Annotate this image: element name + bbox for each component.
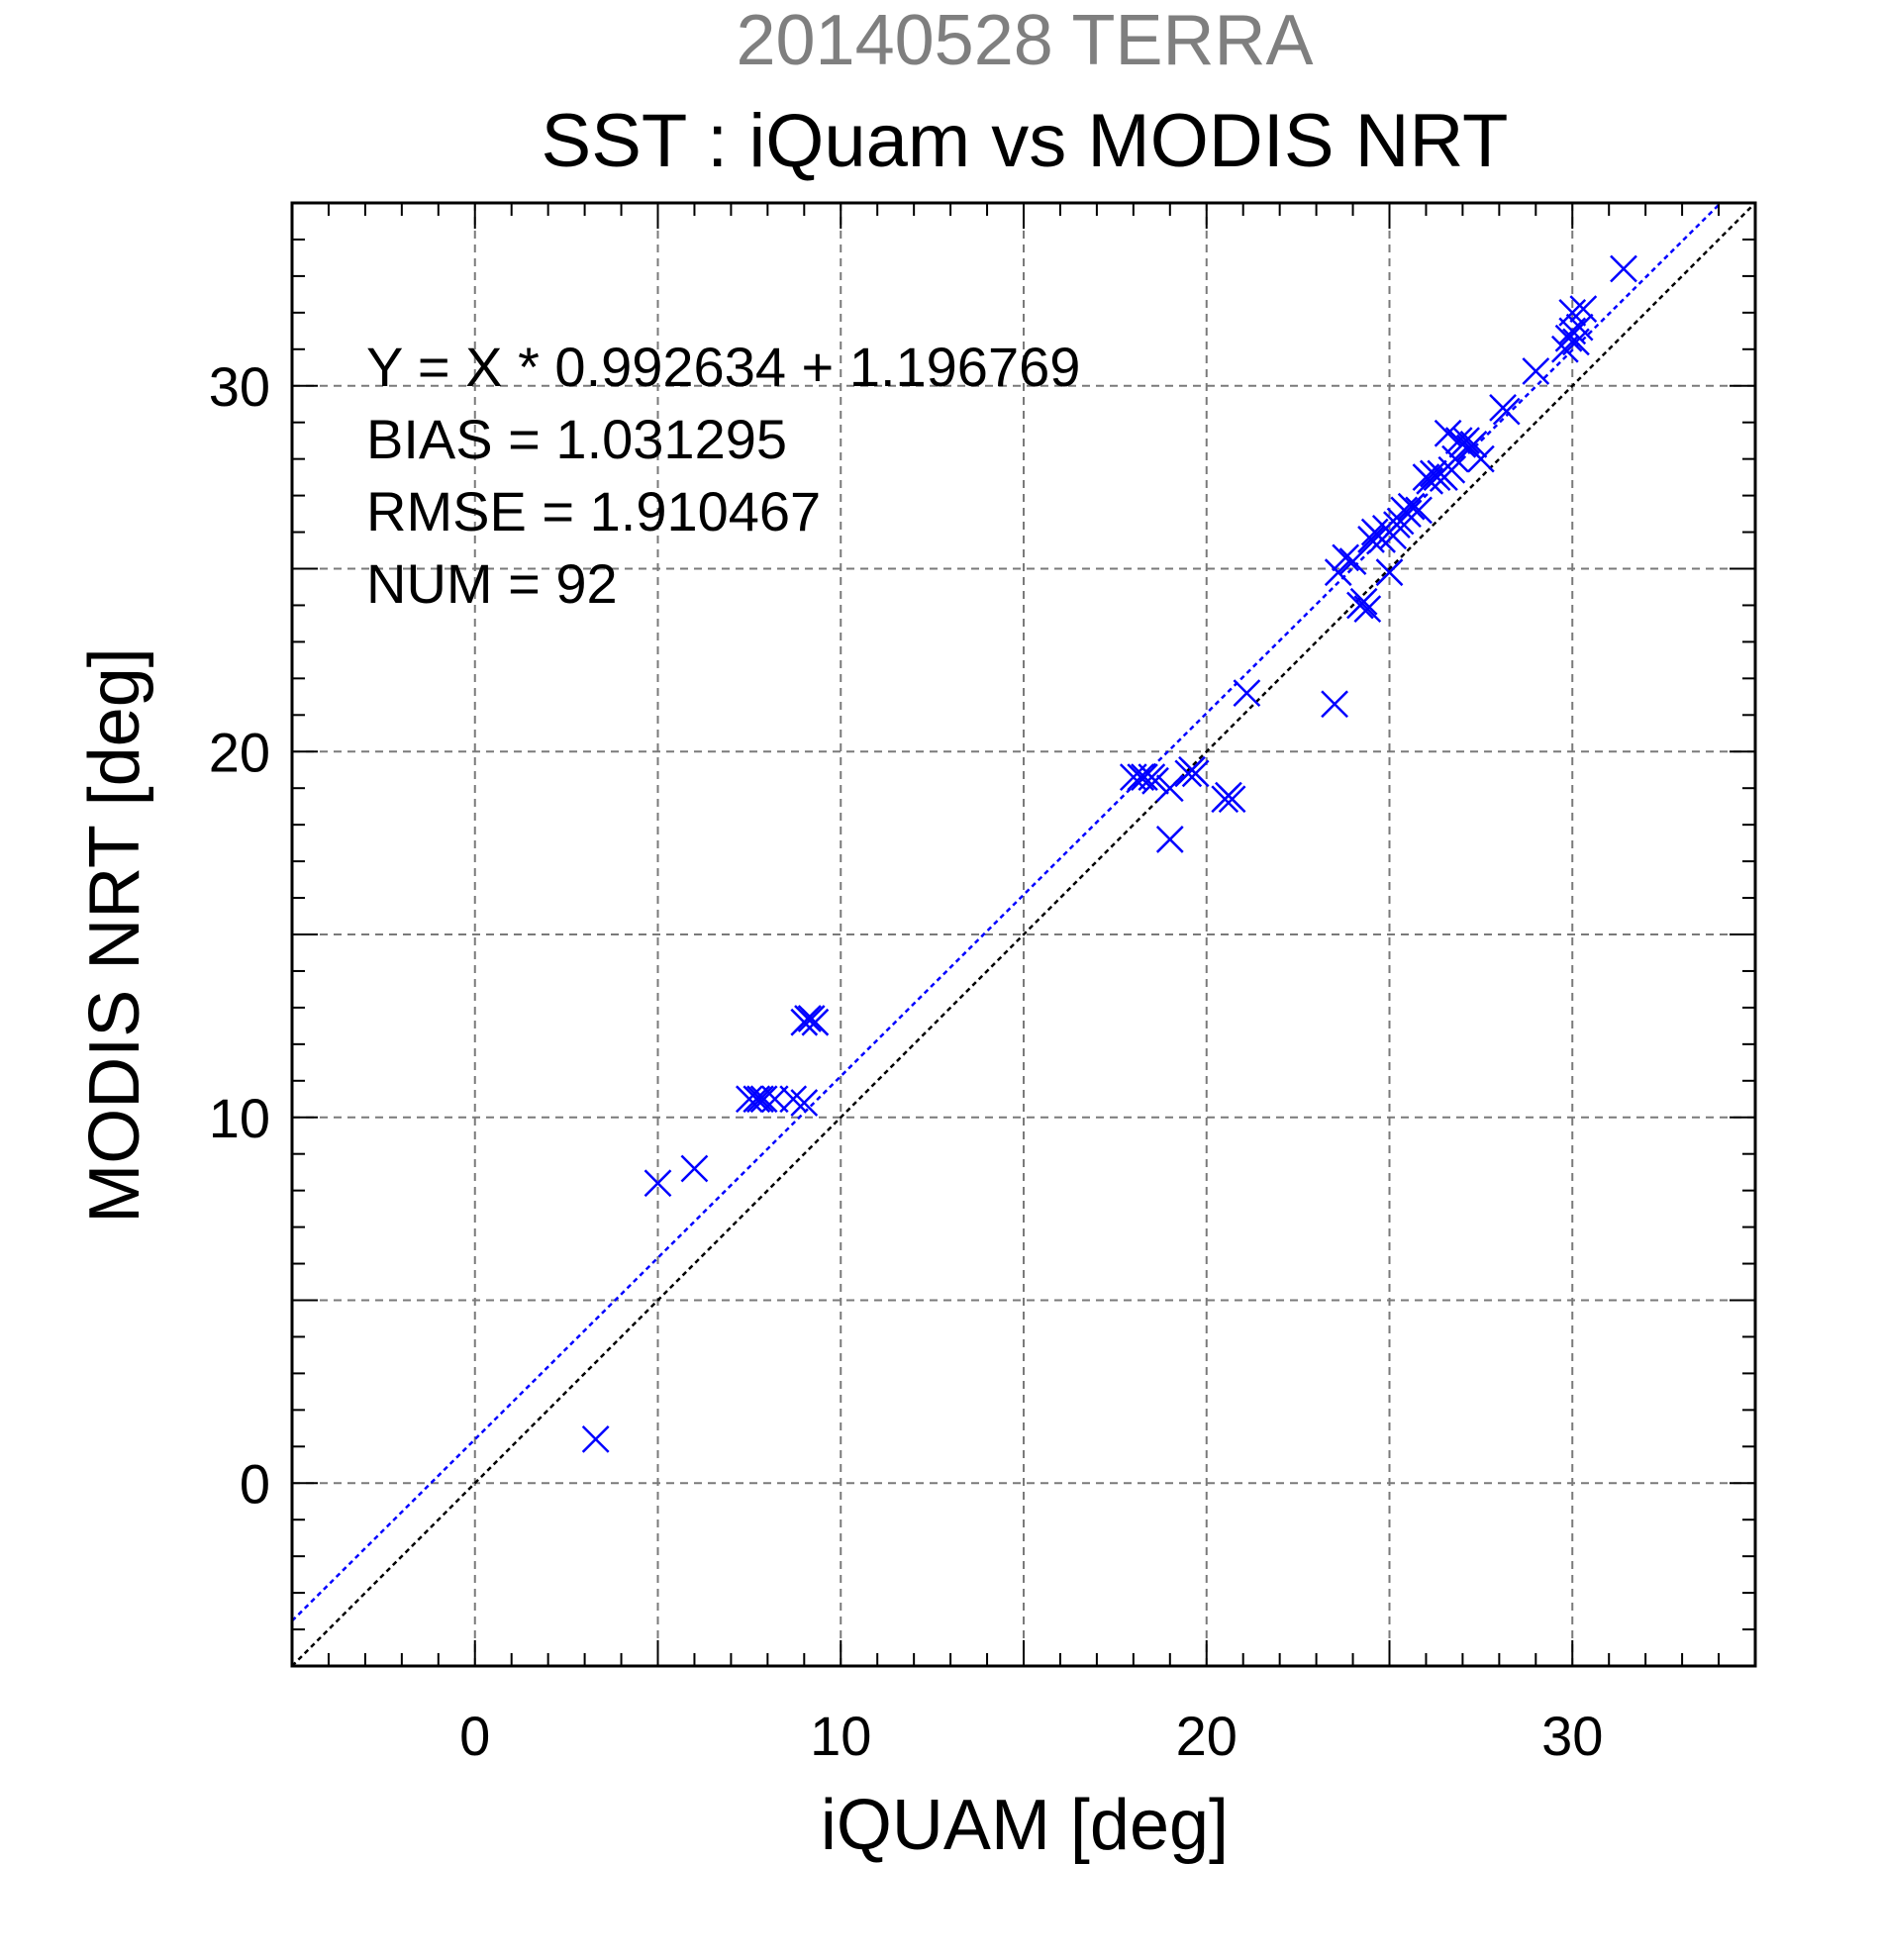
data-point [1492, 397, 1521, 426]
x-tick-label: 30 [1541, 1705, 1603, 1767]
reference-line-11 [292, 203, 1755, 1666]
y-tick-label: 30 [209, 355, 270, 418]
data-point [1441, 444, 1469, 473]
tick-labels: 0 10 20 30 0 10 20 30 [209, 355, 1604, 1767]
reference-lines [292, 203, 1755, 1666]
data-point [1349, 587, 1378, 616]
data-point [1332, 543, 1360, 572]
data-point [779, 1085, 808, 1114]
data-point [1233, 679, 1261, 708]
data-point [1610, 254, 1637, 283]
chart-subtitle: SST : iQuam vs MODIS NRT [542, 99, 1509, 183]
data-point [1321, 690, 1348, 719]
data-point [749, 1085, 778, 1114]
data-point [1397, 492, 1426, 521]
y-tick-label: 10 [209, 1087, 270, 1149]
data-point [1353, 595, 1382, 624]
y-tick-label: 20 [209, 721, 270, 783]
data-point [1405, 496, 1433, 525]
data-point [1155, 774, 1184, 803]
data-point [790, 1089, 819, 1117]
data-point [1522, 357, 1550, 385]
stat-num: NUM = 92 [366, 552, 618, 615]
stat-equation: Y = X * 0.992634 + 1.196769 [366, 336, 1080, 398]
data-point [1379, 522, 1408, 550]
plot-frame [290, 201, 1757, 1668]
x-axis-label: iQUAM [deg] [821, 1786, 1229, 1865]
y-axis-label: MODIS NRT [deg] [75, 647, 154, 1224]
data-point [1452, 427, 1480, 455]
stat-bias: BIAS = 1.031295 [366, 408, 787, 470]
data-point [1437, 455, 1466, 484]
stat-rmse: RMSE = 1.910467 [366, 480, 821, 542]
data-point [644, 1169, 672, 1198]
data-point [1459, 430, 1488, 458]
data-point [1338, 547, 1367, 575]
data-point [746, 1085, 774, 1114]
data-point [680, 1154, 709, 1183]
data-points [581, 254, 1637, 1453]
data-point [1181, 759, 1210, 788]
axis-ticks [291, 202, 1756, 1667]
data-point [1375, 558, 1404, 587]
data-point [1155, 826, 1184, 853]
x-tick-label: 10 [810, 1705, 871, 1767]
y-tick-label: 0 [240, 1452, 270, 1515]
data-point [1141, 766, 1169, 795]
chart-title: 20140528 TERRA [736, 1, 1313, 80]
data-point [794, 1005, 822, 1032]
x-tick-label: 20 [1176, 1705, 1238, 1767]
data-point [1558, 298, 1587, 327]
data-point [735, 1085, 763, 1114]
data-point [1569, 295, 1598, 324]
data-point [801, 1008, 830, 1036]
data-point [581, 1425, 610, 1453]
data-point [1218, 785, 1246, 814]
data-point [1324, 558, 1352, 587]
data-point [1131, 763, 1158, 791]
x-tick-label: 0 [459, 1705, 490, 1767]
data-point [1565, 313, 1594, 342]
data-point [1466, 444, 1495, 473]
data-point [1394, 500, 1422, 528]
